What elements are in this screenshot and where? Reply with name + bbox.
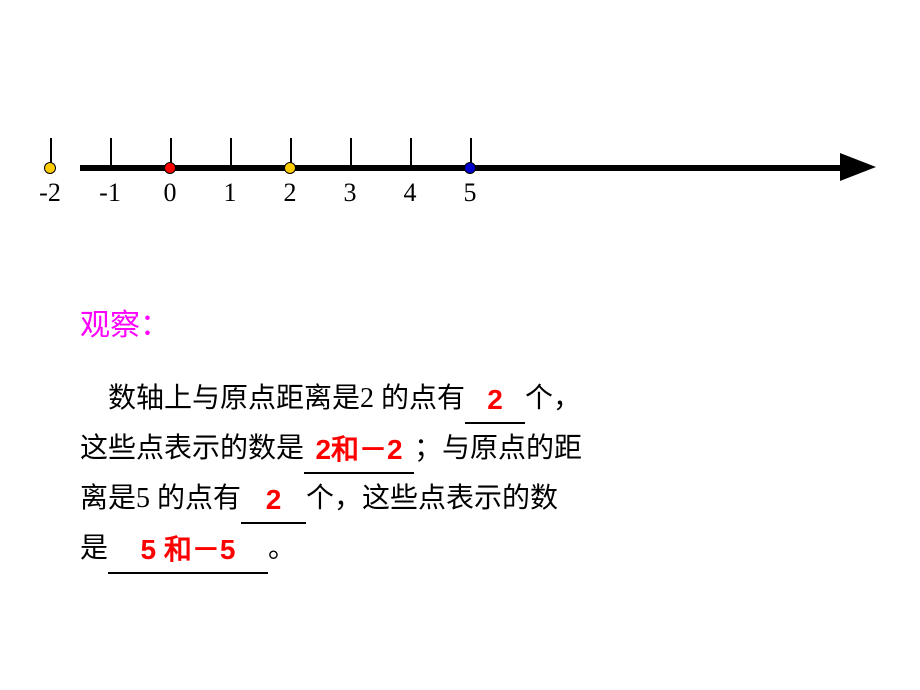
- blank-2: 2和－2: [304, 424, 414, 474]
- text-seg7: 是: [80, 533, 108, 564]
- text-seg4: ；与原点的距: [414, 433, 582, 464]
- blank-4: 5 和－5: [108, 524, 268, 574]
- number-line-point: [44, 162, 56, 174]
- tick-mark: [110, 138, 112, 168]
- body-paragraph: 数轴上与原点距离是2 的点有2个， 这些点表示的数是2和－2；与原点的距 离是5…: [80, 374, 840, 574]
- tick-mark: [350, 138, 352, 168]
- tick-label: -3: [0, 178, 1, 208]
- number-line: -5-4-3-2-1012345: [80, 120, 880, 240]
- axis-arrow: [840, 153, 876, 181]
- tick-label: 3: [344, 178, 357, 208]
- blank-1: 2: [465, 374, 525, 424]
- number-line-point: [464, 162, 476, 174]
- tick-label: -1: [99, 178, 121, 208]
- number-line-point: [284, 162, 296, 174]
- number-line-point: [164, 162, 176, 174]
- tick-label: 5: [464, 178, 477, 208]
- tick-label: 1: [224, 178, 237, 208]
- text-seg1: 数轴上与原点距离是2 的点有: [80, 383, 465, 414]
- text-seg5: 离是5 的点有: [80, 483, 241, 514]
- tick-label: 2: [284, 178, 297, 208]
- tick-mark: [230, 138, 232, 168]
- text-content: 观察： 数轴上与原点距离是2 的点有2个， 这些点表示的数是2和－2；与原点的距…: [80, 300, 840, 574]
- text-seg8: 。: [268, 533, 296, 564]
- text-seg2: 个，: [525, 383, 581, 414]
- tick-mark: [410, 138, 412, 168]
- text-seg3: 这些点表示的数是: [80, 433, 304, 464]
- tick-label: 4: [404, 178, 417, 208]
- axis-line: [80, 165, 840, 171]
- tick-label: -2: [39, 178, 61, 208]
- text-seg6: 个，这些点表示的数: [306, 483, 558, 514]
- observe-heading: 观察：: [80, 300, 840, 344]
- tick-label: 0: [164, 178, 177, 208]
- blank-3: 2: [241, 474, 306, 524]
